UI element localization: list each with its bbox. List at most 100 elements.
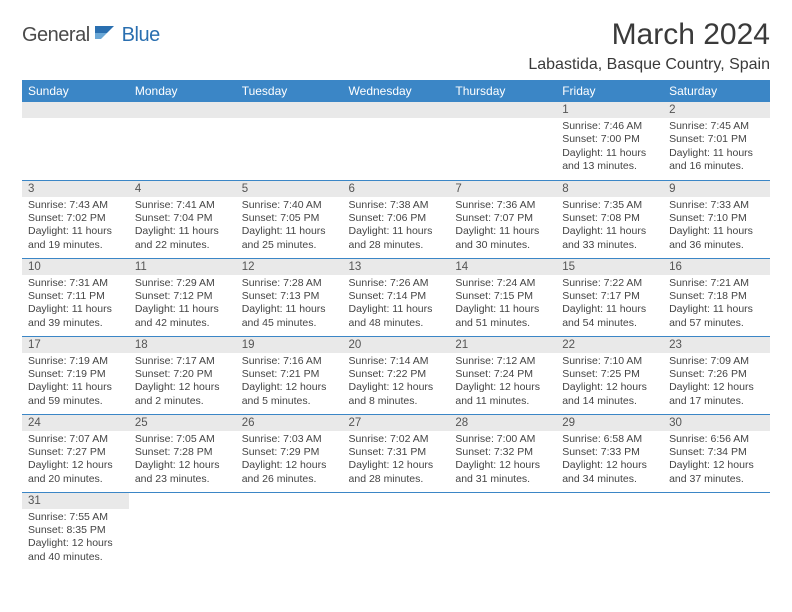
sunrise-text: Sunrise: 7:03 AM — [242, 433, 337, 446]
sunset-text: Sunset: 7:13 PM — [242, 290, 337, 303]
sunrise-text: Sunrise: 7:28 AM — [242, 277, 337, 290]
sunset-text: Sunset: 7:11 PM — [28, 290, 123, 303]
daylight-text: and 28 minutes. — [349, 239, 444, 252]
flag-icon — [94, 24, 120, 47]
calendar-week-row: 17Sunrise: 7:19 AMSunset: 7:19 PMDayligh… — [22, 336, 770, 414]
daylight-text: Daylight: 11 hours — [135, 225, 230, 238]
sunrise-text: Sunrise: 7:19 AM — [28, 355, 123, 368]
day-number: 12 — [236, 259, 343, 275]
sunrise-text: Sunrise: 7:21 AM — [669, 277, 764, 290]
daylight-text: and 45 minutes. — [242, 317, 337, 330]
calendar-cell: 13Sunrise: 7:26 AMSunset: 7:14 PMDayligh… — [343, 258, 450, 336]
title-block: March 2024 Labastida, Basque Country, Sp… — [528, 18, 770, 74]
day-number: 18 — [129, 337, 236, 353]
daylight-text: Daylight: 11 hours — [349, 303, 444, 316]
sunset-text: Sunset: 7:25 PM — [562, 368, 657, 381]
calendar-cell: 7Sunrise: 7:36 AMSunset: 7:07 PMDaylight… — [449, 180, 556, 258]
day-details: Sunrise: 7:55 AMSunset: 8:35 PMDaylight:… — [22, 509, 129, 569]
day-details: Sunrise: 7:22 AMSunset: 7:17 PMDaylight:… — [556, 275, 663, 335]
daylight-text: Daylight: 11 hours — [562, 303, 657, 316]
daylight-text: and 57 minutes. — [669, 317, 764, 330]
sunrise-text: Sunrise: 7:46 AM — [562, 120, 657, 133]
calendar-cell: 12Sunrise: 7:28 AMSunset: 7:13 PMDayligh… — [236, 258, 343, 336]
day-details: Sunrise: 7:09 AMSunset: 7:26 PMDaylight:… — [663, 353, 770, 413]
day-number: 23 — [663, 337, 770, 353]
calendar-cell: 31Sunrise: 7:55 AMSunset: 8:35 PMDayligh… — [22, 492, 129, 568]
weekday-header: Tuesday — [236, 80, 343, 102]
calendar-cell — [449, 102, 556, 180]
daylight-text: Daylight: 12 hours — [242, 459, 337, 472]
sunrise-text: Sunrise: 7:09 AM — [669, 355, 764, 368]
daylight-text: Daylight: 11 hours — [455, 303, 550, 316]
day-number: 30 — [663, 415, 770, 431]
sunset-text: Sunset: 7:15 PM — [455, 290, 550, 303]
calendar-cell: 9Sunrise: 7:33 AMSunset: 7:10 PMDaylight… — [663, 180, 770, 258]
sunset-text: Sunset: 7:32 PM — [455, 446, 550, 459]
daylight-text: Daylight: 11 hours — [242, 225, 337, 238]
sunrise-text: Sunrise: 7:22 AM — [562, 277, 657, 290]
daylight-text: Daylight: 11 hours — [28, 303, 123, 316]
calendar-cell: 2Sunrise: 7:45 AMSunset: 7:01 PMDaylight… — [663, 102, 770, 180]
logo-text-blue: Blue — [122, 24, 160, 47]
day-details: Sunrise: 7:38 AMSunset: 7:06 PMDaylight:… — [343, 197, 450, 257]
sunset-text: Sunset: 7:21 PM — [242, 368, 337, 381]
daylight-text: and 59 minutes. — [28, 395, 123, 408]
weekday-header: Thursday — [449, 80, 556, 102]
calendar-cell: 26Sunrise: 7:03 AMSunset: 7:29 PMDayligh… — [236, 414, 343, 492]
sunset-text: Sunset: 7:34 PM — [669, 446, 764, 459]
sunset-text: Sunset: 7:22 PM — [349, 368, 444, 381]
day-number: 17 — [22, 337, 129, 353]
day-number: 11 — [129, 259, 236, 275]
logo-text-general: General — [22, 24, 90, 47]
daylight-text: Daylight: 12 hours — [562, 459, 657, 472]
calendar-cell — [663, 492, 770, 568]
day-number: 31 — [22, 493, 129, 509]
calendar-cell: 10Sunrise: 7:31 AMSunset: 7:11 PMDayligh… — [22, 258, 129, 336]
daylight-text: and 31 minutes. — [455, 473, 550, 486]
daylight-text: Daylight: 12 hours — [242, 381, 337, 394]
weekday-header: Saturday — [663, 80, 770, 102]
day-details: Sunrise: 7:03 AMSunset: 7:29 PMDaylight:… — [236, 431, 343, 491]
daylight-text: and 34 minutes. — [562, 473, 657, 486]
day-number: 3 — [22, 181, 129, 197]
weekday-header-row: Sunday Monday Tuesday Wednesday Thursday… — [22, 80, 770, 102]
daylight-text: and 40 minutes. — [28, 551, 123, 564]
daylight-text: Daylight: 12 hours — [135, 459, 230, 472]
daylight-text: and 28 minutes. — [349, 473, 444, 486]
day-details: Sunrise: 7:19 AMSunset: 7:19 PMDaylight:… — [22, 353, 129, 413]
day-details: Sunrise: 7:46 AMSunset: 7:00 PMDaylight:… — [556, 118, 663, 178]
day-number-empty — [236, 102, 343, 118]
calendar-week-row: 31Sunrise: 7:55 AMSunset: 8:35 PMDayligh… — [22, 492, 770, 568]
day-details: Sunrise: 7:12 AMSunset: 7:24 PMDaylight:… — [449, 353, 556, 413]
day-number: 1 — [556, 102, 663, 118]
day-number: 24 — [22, 415, 129, 431]
sunrise-text: Sunrise: 6:58 AM — [562, 433, 657, 446]
daylight-text: Daylight: 12 hours — [455, 381, 550, 394]
sunset-text: Sunset: 7:08 PM — [562, 212, 657, 225]
day-number-empty — [449, 102, 556, 118]
daylight-text: Daylight: 12 hours — [562, 381, 657, 394]
daylight-text: and 2 minutes. — [135, 395, 230, 408]
day-details: Sunrise: 7:00 AMSunset: 7:32 PMDaylight:… — [449, 431, 556, 491]
day-number: 26 — [236, 415, 343, 431]
calendar-cell — [236, 492, 343, 568]
calendar-cell: 20Sunrise: 7:14 AMSunset: 7:22 PMDayligh… — [343, 336, 450, 414]
daylight-text: Daylight: 11 hours — [349, 225, 444, 238]
weekday-header: Monday — [129, 80, 236, 102]
daylight-text: and 11 minutes. — [455, 395, 550, 408]
sunset-text: Sunset: 7:07 PM — [455, 212, 550, 225]
daylight-text: Daylight: 11 hours — [455, 225, 550, 238]
day-number: 21 — [449, 337, 556, 353]
day-details: Sunrise: 6:56 AMSunset: 7:34 PMDaylight:… — [663, 431, 770, 491]
sunrise-text: Sunrise: 7:26 AM — [349, 277, 444, 290]
calendar-cell — [236, 102, 343, 180]
daylight-text: Daylight: 11 hours — [28, 225, 123, 238]
sunrise-text: Sunrise: 7:45 AM — [669, 120, 764, 133]
day-number: 28 — [449, 415, 556, 431]
sunset-text: Sunset: 7:26 PM — [669, 368, 764, 381]
day-number: 22 — [556, 337, 663, 353]
day-number: 27 — [343, 415, 450, 431]
day-number: 20 — [343, 337, 450, 353]
weekday-header: Wednesday — [343, 80, 450, 102]
day-number: 9 — [663, 181, 770, 197]
